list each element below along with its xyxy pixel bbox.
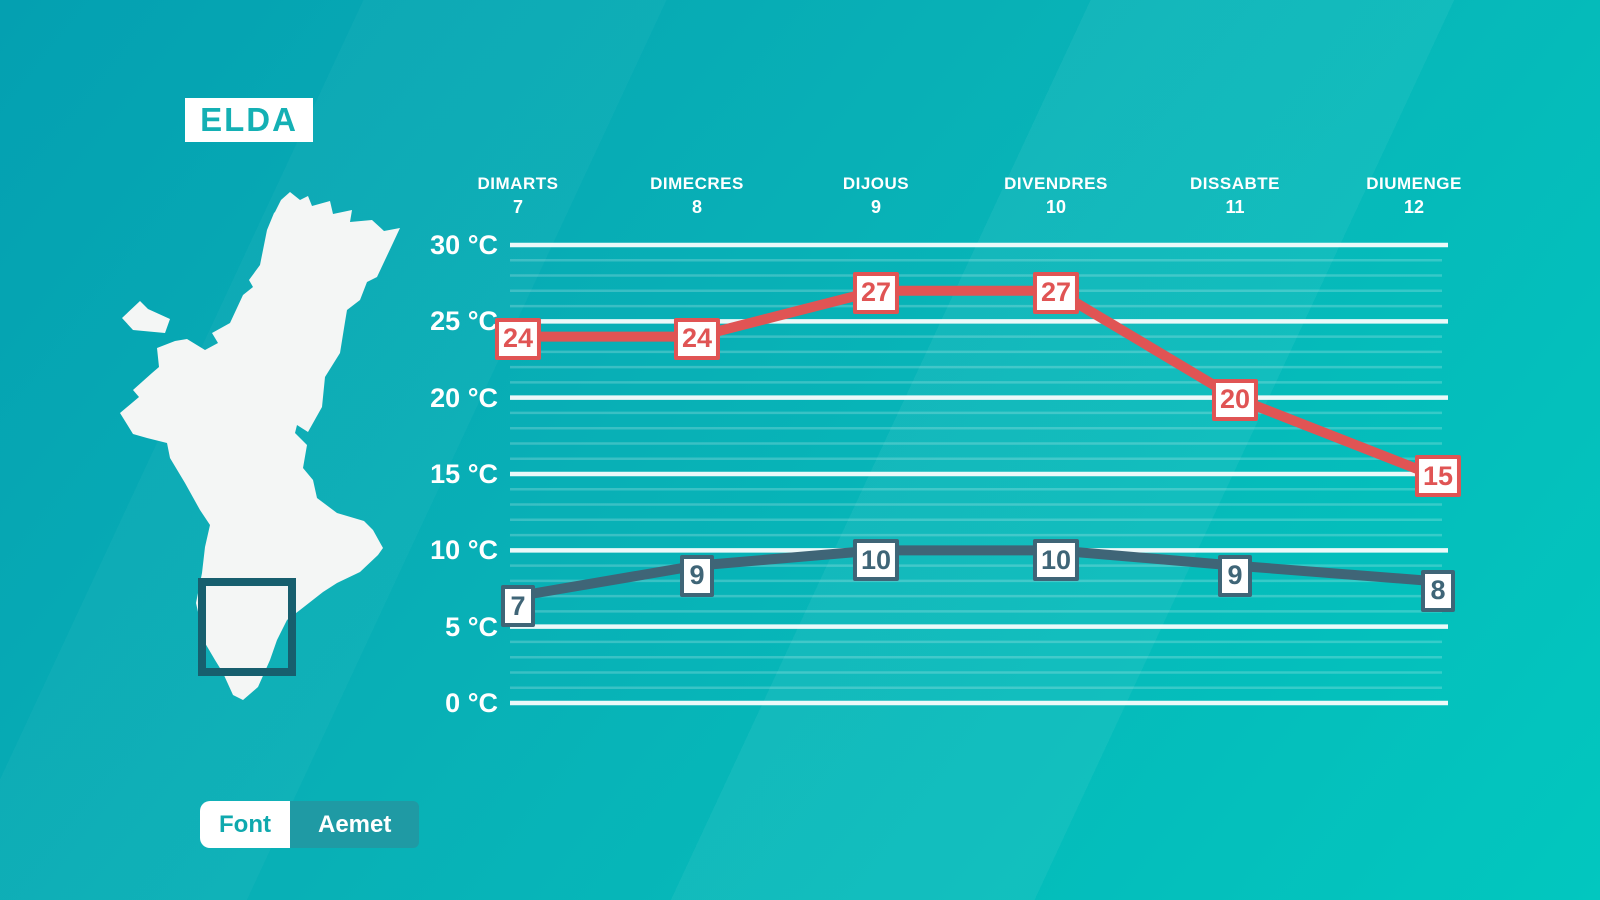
y-axis-tick-label: 5 °C (445, 612, 498, 642)
day-label: DIUMENGE 12 (1329, 174, 1499, 218)
value-label-max_temp: 20 (1211, 378, 1259, 421)
day-date: 7 (512, 197, 523, 217)
day-date: 9 (870, 197, 881, 217)
value-label-max_temp: 27 (852, 271, 900, 314)
value-label-max_temp: 24 (673, 317, 721, 360)
source-badge: Font Aemet (200, 801, 420, 848)
max_temp-line (513, 285, 1435, 479)
day-label: DIVENDRES 10 (971, 174, 1141, 218)
region-exclave (122, 301, 170, 333)
day-name: DIMECRES (650, 174, 744, 193)
day-label: DIJOUS 9 (791, 174, 961, 218)
value-label-min_temp: 9 (680, 554, 714, 597)
day-name: DISSABTE (1190, 174, 1280, 193)
location-badge: ELDA (185, 98, 313, 142)
day-date: 8 (691, 197, 702, 217)
min_temp-line (513, 545, 1435, 602)
day-label: DIMARTS 7 (433, 174, 603, 218)
source-badge-label: Font (200, 801, 290, 848)
day-name: DIJOUS (842, 174, 910, 193)
y-axis-tick-label: 30 °C (430, 230, 498, 260)
y-axis-tick-label: 10 °C (430, 535, 498, 565)
value-label-max_temp: 27 (1032, 271, 1080, 314)
value-label-min_temp: 8 (1421, 569, 1455, 612)
location-badge-label: ELDA (200, 101, 298, 138)
value-label-min_temp: 10 (852, 539, 900, 582)
region-silhouette (120, 192, 400, 700)
day-name: DIUMENGE (1366, 174, 1462, 193)
series-layer (513, 285, 1435, 602)
day-date: 11 (1225, 197, 1245, 217)
day-date: 12 (1403, 197, 1425, 217)
day-label: DIMECRES 8 (612, 174, 782, 218)
y-axis-tick-label: 20 °C (430, 383, 498, 413)
day-date: 10 (1045, 197, 1067, 217)
source-badge-value: Aemet (289, 801, 420, 848)
y-axis-tick-label: 25 °C (430, 306, 498, 336)
day-label: DISSABTE 11 (1150, 174, 1320, 218)
value-label-max_temp: 24 (494, 317, 542, 360)
y-axis-tick-label: 15 °C (430, 459, 498, 489)
value-label-max_temp: 15 (1414, 455, 1462, 497)
value-label-min_temp: 10 (1032, 539, 1080, 582)
elda-area-marker (198, 578, 296, 676)
grid-layer (510, 242, 1448, 706)
value-label-min_temp: 7 (501, 585, 535, 628)
day-name: DIVENDRES (1004, 174, 1108, 193)
value-label-min_temp: 9 (1218, 554, 1252, 597)
day-name: DIMARTS (477, 174, 559, 193)
valencia-region-map (120, 192, 400, 700)
y-axis-tick-label: 0 °C (445, 688, 498, 718)
